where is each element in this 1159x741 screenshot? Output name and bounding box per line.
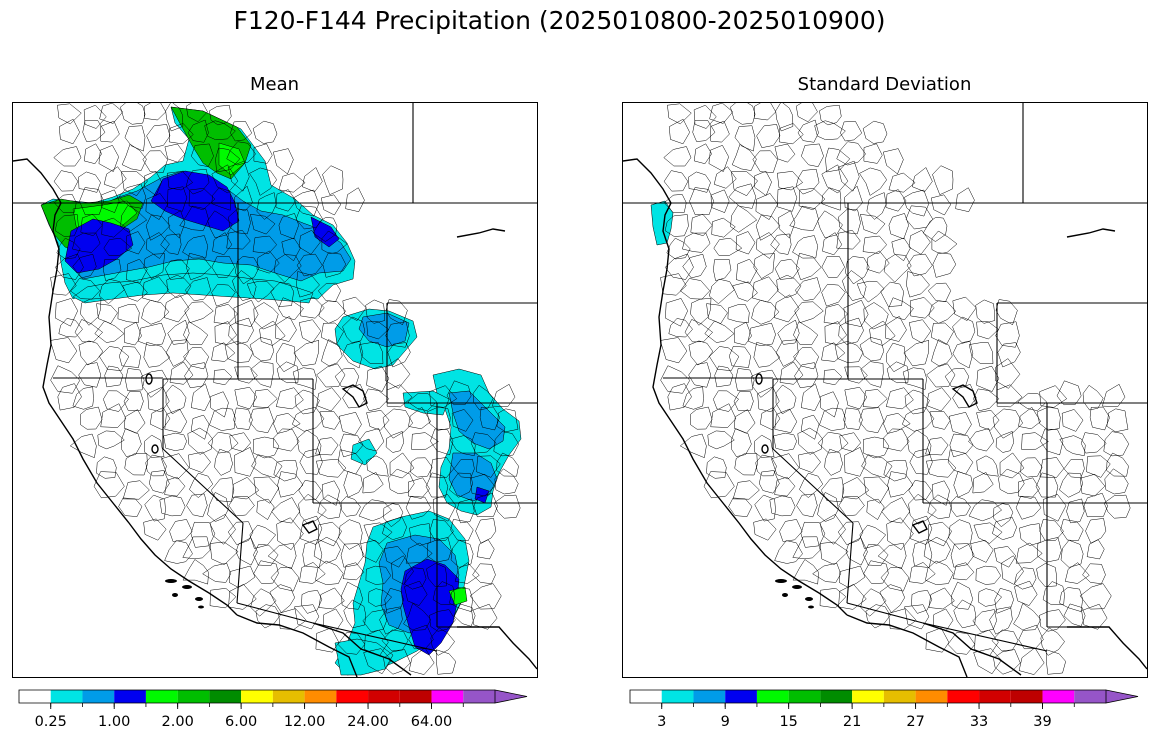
- colorbar-swatch: [788, 690, 821, 703]
- colorbar-swatch: [336, 690, 369, 703]
- colorbar-swatch: [979, 690, 1011, 703]
- colorbar-swatch: [209, 690, 242, 703]
- colorbar-swatch: [272, 690, 305, 703]
- colorbar-tick-label: 1.00: [98, 714, 130, 730]
- colorbar-tick-label: 24.00: [347, 714, 389, 730]
- map-mean: [12, 102, 538, 678]
- colorbar-swatch: [1042, 690, 1075, 703]
- colorbar-swatch: [1074, 690, 1106, 703]
- colorbar-swatch: [82, 690, 115, 703]
- colorbar-swatch: [852, 690, 884, 703]
- colorbar-swatch: [1010, 690, 1043, 703]
- colorbar-swatch: [947, 690, 980, 703]
- colorbar-tick-label: 33: [970, 714, 988, 730]
- colorbar-tick-label: 15: [779, 714, 797, 730]
- colorbar-extension: [1105, 689, 1139, 704]
- islands: [165, 579, 204, 609]
- colorbar-swatch: [114, 690, 146, 703]
- colorbar-swatch: [725, 690, 757, 703]
- colorbar-swatch: [630, 690, 662, 703]
- colorbar-tick-label: 9: [721, 714, 730, 730]
- colorbar-stddev: 3 9 15 21 27 33 39: [629, 688, 1142, 730]
- basin-boundaries: [659, 103, 1131, 675]
- lakes: [145, 373, 368, 534]
- colorbar-swatch: [145, 690, 178, 703]
- colorbar-tick-label: 39: [1033, 714, 1051, 730]
- colorbar-tick-label: 0.25: [35, 714, 67, 730]
- colorbar-swatch: [431, 690, 464, 703]
- stddev-fill-layer: [650, 200, 674, 246]
- colorbar-swatch: [241, 690, 273, 703]
- colorbar-swatch: [19, 690, 51, 703]
- lakes: [755, 373, 978, 534]
- colorbar-stddev-svg: 3 9 15 21 27 33 39: [629, 689, 1139, 730]
- colorbar-tick-label: 27: [906, 714, 924, 730]
- coastline: [623, 158, 1147, 677]
- map-stddev: [622, 102, 1148, 678]
- islands: [775, 579, 814, 609]
- figure-title: F120-F144 Precipitation (2025010800-2025…: [233, 6, 886, 35]
- colorbar-extension: [494, 689, 528, 704]
- colorbar-swatch: [915, 690, 948, 703]
- colorbar-tick-label: 3: [657, 714, 666, 730]
- colorbar-tick-label: 21: [843, 714, 861, 730]
- colorbar-swatch: [883, 690, 916, 703]
- panel-title-mean: Mean: [249, 74, 300, 95]
- colorbar-swatch: [399, 690, 432, 703]
- colorbar-swatch: [368, 690, 400, 703]
- colorbar-tick-label: 6.00: [225, 714, 257, 730]
- colorbar-swatch: [661, 690, 694, 703]
- colorbar-swatch: [177, 690, 210, 703]
- colorbar-tick-label: 12.00: [284, 714, 326, 730]
- basin-boundaries: [49, 103, 521, 675]
- colorbar-mean-svg: 0.25 1.00 2.00 6.00 12.00 24.00 64.00: [18, 689, 528, 730]
- colorbar-swatch: [756, 690, 789, 703]
- map-stddev-svg: [623, 103, 1147, 677]
- map-mean-svg: [13, 103, 537, 677]
- colorbar-swatch: [820, 690, 853, 703]
- panel-title-stddev: Standard Deviation: [797, 74, 972, 95]
- colorbar-tick-label: 2.00: [162, 714, 194, 730]
- colorbar-swatch: [463, 690, 495, 703]
- colorbar-swatch: [693, 690, 726, 703]
- colorbar-swatch: [50, 690, 83, 703]
- colorbar-mean: 0.25 1.00 2.00 6.00 12.00 24.00 64.00: [18, 688, 531, 730]
- colorbar-swatch: [304, 690, 337, 703]
- colorbar-tick-label: 64.00: [411, 714, 453, 730]
